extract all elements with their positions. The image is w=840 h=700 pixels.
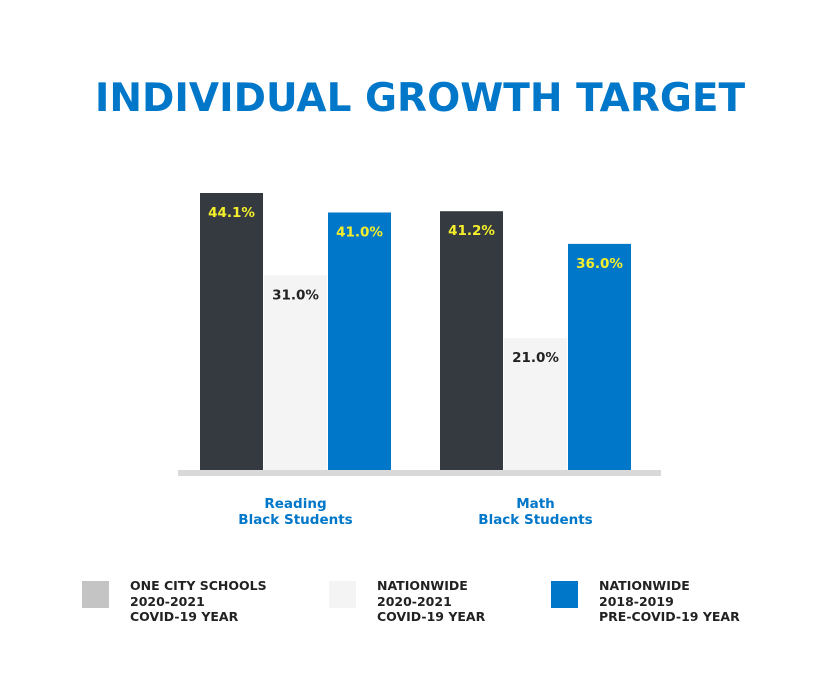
legend-line: PRE-COVID-19 YEAR: [599, 609, 740, 624]
data-label: 41.2%: [448, 223, 495, 239]
bar: [440, 211, 503, 470]
data-label: 31.0%: [272, 287, 319, 303]
category-label: Math: [516, 496, 555, 512]
legend-line: COVID-19 YEAR: [130, 609, 239, 624]
legend-line: 2018-2019: [599, 593, 674, 609]
bar: [568, 243, 631, 470]
category-label: Reading: [264, 496, 326, 512]
bar: [504, 338, 567, 470]
category-label: Black Students: [478, 512, 592, 528]
legend-swatch: [329, 581, 356, 608]
legend-swatch: [82, 581, 109, 608]
legend-line: NATIONWIDE: [599, 578, 690, 593]
legend-line: NATIONWIDE: [377, 578, 468, 593]
legend-line: COVID-19 YEAR: [377, 609, 486, 624]
bar: [264, 275, 327, 470]
legend-label: NATIONWIDE 2020-2021 COVID-19 YEAR: [377, 578, 485, 625]
legend-line: ONE CITY SCHOOLS: [130, 578, 267, 593]
legend-line: 2020-2021: [130, 593, 205, 609]
category-label: Black Students: [238, 512, 352, 528]
legend-line: 2020-2021: [377, 593, 452, 609]
legend-item-nationwide-2020: NATIONWIDE 2020-2021 COVID-19 YEAR: [329, 578, 485, 625]
chart-title: INDIVIDUAL GROWTH TARGET: [94, 76, 746, 121]
data-label: 36.0%: [576, 256, 623, 272]
bar: [200, 193, 263, 470]
legend-swatch: [551, 581, 578, 608]
x-axis-line: [178, 470, 661, 476]
legend-item-nationwide-2018: NATIONWIDE 2018-2019 PRE-COVID-19 YEAR: [551, 578, 740, 625]
bar: [328, 212, 391, 470]
legend-label: NATIONWIDE 2018-2019 PRE-COVID-19 YEAR: [599, 578, 740, 625]
bars-group: 44.1% 31.0% 41.0% 41.2% 21.0% 36.0%: [200, 193, 631, 470]
legend-label: ONE CITY SCHOOLS 2020-2021 COVID-19 YEAR: [130, 578, 267, 625]
data-label: 41.0%: [336, 224, 383, 240]
data-label: 44.1%: [208, 205, 255, 221]
bar-chart: 44.1%31.0%41.0% 41.2%21.0%36.0% ReadingBl…: [178, 193, 661, 528]
legend-item-one-city-2020: ONE CITY SCHOOLS 2020-2021 COVID-19 YEAR: [82, 578, 267, 625]
data-label: 21.0%: [512, 350, 559, 366]
